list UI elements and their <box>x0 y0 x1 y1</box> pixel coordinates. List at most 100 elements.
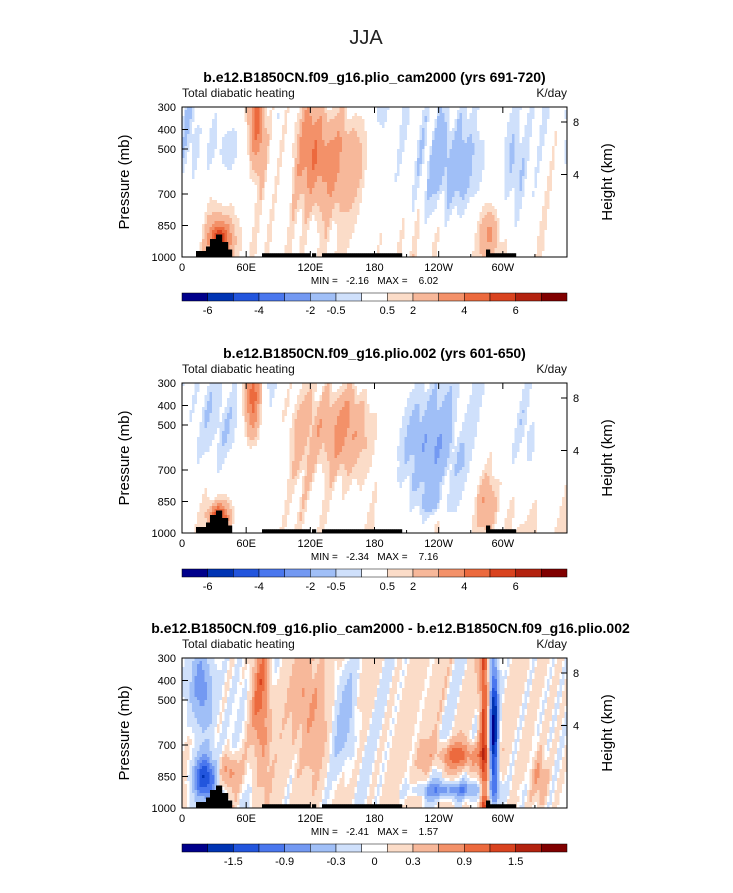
heatmap-cell <box>477 152 480 156</box>
heatmap-cell <box>487 164 490 168</box>
heatmap-cell <box>322 203 325 207</box>
heatmap-cell <box>274 146 278 150</box>
heatmap-cell <box>319 119 323 123</box>
heatmap-cell <box>197 191 200 195</box>
heatmap-cell <box>529 182 533 186</box>
heatmap-cell <box>549 191 553 195</box>
heatmap-cell <box>254 188 258 192</box>
heatmap-cell <box>472 197 475 201</box>
heatmap-cell <box>217 134 220 138</box>
heatmap-cell <box>239 152 243 156</box>
heatmap-cell <box>264 179 268 183</box>
heatmap-cell <box>554 146 558 150</box>
heatmap-cell <box>424 149 428 153</box>
heatmap-cell <box>539 170 543 174</box>
heatmap-cell <box>397 170 400 174</box>
heatmap-cell <box>372 128 375 132</box>
heatmap-cell <box>382 149 385 153</box>
heatmap-cell <box>562 119 565 123</box>
heatmap-cell <box>284 176 288 180</box>
heatmap-cell <box>242 143 245 147</box>
heatmap-cell <box>232 131 235 135</box>
heatmap-cell <box>447 200 450 204</box>
heatmap-cell <box>377 143 380 147</box>
heatmap-cell <box>537 119 540 123</box>
heatmap-cell <box>504 146 508 150</box>
heatmap-cell <box>227 167 230 171</box>
heatmap-cell <box>369 167 373 171</box>
heatmap-cell <box>384 131 388 135</box>
heatmap-cell <box>527 191 530 195</box>
heatmap-cell <box>239 131 243 135</box>
heatmap-cell <box>294 143 298 147</box>
heatmap-cell <box>229 116 233 120</box>
heatmap-cell <box>474 119 478 123</box>
heatmap-cell <box>527 170 530 174</box>
heatmap-cell <box>324 137 328 141</box>
heatmap-cell <box>364 191 368 195</box>
heatmap-cell <box>202 185 205 189</box>
heatmap-cell <box>507 185 510 189</box>
heatmap-cell <box>262 137 265 141</box>
heatmap-cell <box>292 185 295 189</box>
heatmap-cell <box>444 161 448 165</box>
heatmap-cell <box>272 203 275 207</box>
heatmap-cell <box>212 194 215 198</box>
heatmap-cell <box>292 170 295 174</box>
heatmap-cell <box>297 113 300 117</box>
heatmap-cell <box>222 128 225 132</box>
heatmap-cell <box>429 119 433 123</box>
heatmap-cell <box>359 194 363 198</box>
heatmap-cell <box>299 170 303 174</box>
heatmap-cell <box>377 191 380 195</box>
heatmap-cell <box>232 122 235 126</box>
heatmap-cell <box>212 149 215 153</box>
heatmap-cell <box>352 152 355 156</box>
heatmap-cell <box>364 155 368 159</box>
heatmap-cell <box>259 122 263 126</box>
heatmap-cell <box>404 191 408 195</box>
heatmap-cell <box>407 122 410 126</box>
heatmap-cell <box>289 167 293 171</box>
heatmap-cell <box>472 152 475 156</box>
heatmap-cell <box>547 167 550 171</box>
heatmap-cell <box>312 164 315 168</box>
heatmap-cell <box>327 152 330 156</box>
heatmap-cell <box>232 188 235 192</box>
heatmap-cell <box>524 164 528 168</box>
heatmap-cell <box>214 107 218 111</box>
heatmap-cell <box>549 146 553 150</box>
heatmap-cell <box>237 125 240 129</box>
heatmap-cell <box>222 167 225 171</box>
heatmap-cell <box>397 125 400 129</box>
heatmap-cell <box>479 152 483 156</box>
heatmap-cell <box>347 107 350 111</box>
heatmap-cell <box>227 134 230 138</box>
heatmap-cell <box>464 152 468 156</box>
heatmap-cell <box>282 116 285 120</box>
heatmap-cell <box>464 113 468 117</box>
heatmap-cell <box>427 128 430 132</box>
heatmap-cell <box>327 131 330 135</box>
heatmap-cell <box>414 191 418 195</box>
heatmap-cell <box>459 164 463 168</box>
heatmap-cell <box>414 182 418 186</box>
heatmap-cell <box>457 128 460 132</box>
heatmap-cell <box>284 149 288 153</box>
heatmap-cell <box>184 164 188 168</box>
heatmap-cell <box>557 119 560 123</box>
heatmap-cell <box>427 173 430 177</box>
heatmap-cell <box>347 149 350 153</box>
heatmap-cell <box>182 140 185 144</box>
heatmap-cell <box>479 110 483 114</box>
heatmap-cell <box>317 191 320 195</box>
heatmap-cell <box>339 152 343 156</box>
heatmap-cell <box>344 146 348 150</box>
heatmap-cell <box>332 203 335 207</box>
heatmap-cell <box>217 113 220 117</box>
heatmap-cell <box>407 107 410 111</box>
heatmap-cell <box>504 107 508 111</box>
heatmap-cell <box>484 182 488 186</box>
heatmap-cell <box>534 113 538 117</box>
heatmap-cell <box>439 152 443 156</box>
